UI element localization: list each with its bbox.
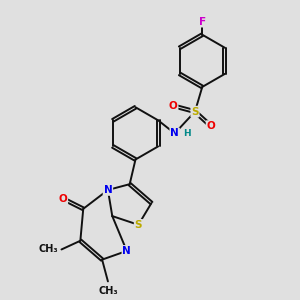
- Text: H: H: [183, 130, 191, 139]
- Text: F: F: [199, 16, 206, 27]
- Text: S: S: [191, 106, 199, 117]
- Text: CH₃: CH₃: [39, 244, 58, 254]
- Text: N: N: [122, 246, 131, 256]
- Text: O: O: [169, 101, 178, 111]
- Text: S: S: [135, 220, 142, 230]
- Text: O: O: [207, 121, 215, 131]
- Text: CH₃: CH₃: [98, 286, 118, 296]
- Text: N: N: [103, 185, 112, 195]
- Text: O: O: [58, 194, 67, 204]
- Text: N: N: [170, 128, 179, 138]
